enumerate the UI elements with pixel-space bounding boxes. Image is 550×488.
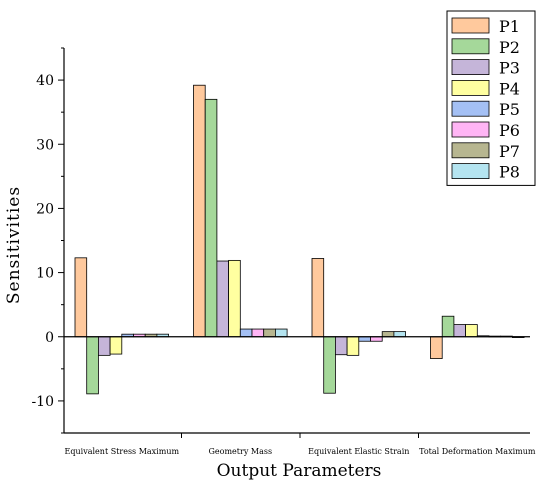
y-tick-label: 0 <box>45 330 54 346</box>
legend-label-p1: P1 <box>499 17 520 36</box>
legend-box <box>446 10 536 186</box>
bar-p4-2 <box>346 336 360 356</box>
legend-label-p6: P6 <box>499 121 520 140</box>
labels-layer: Equivalent Stress Maximum Geometry Mass Eq… <box>31 73 535 456</box>
legend-swatch-p7 <box>451 142 490 159</box>
legend-swatch-p8 <box>451 163 490 180</box>
bar-p1-0 <box>74 257 88 338</box>
y-tick-label: 20 <box>36 201 54 217</box>
bar-p1-3 <box>430 336 443 359</box>
bar-p8-1 <box>274 328 288 338</box>
legend-swatch-p6 <box>451 121 490 138</box>
y-tick-label: 30 <box>36 137 54 153</box>
legend-swatch-p4 <box>451 80 490 96</box>
y-tick-label: 40 <box>36 73 54 89</box>
x-axis-title: Output Parameters <box>217 461 382 481</box>
legend-label-p7: P7 <box>499 142 520 161</box>
legend-label-p2: P2 <box>499 38 520 57</box>
bar-p7-2 <box>381 331 395 338</box>
legend-swatch-p3 <box>451 59 490 75</box>
legend-swatch-p2 <box>451 38 490 55</box>
bar-p7-1 <box>263 328 276 338</box>
y-tick-label: 10 <box>36 266 54 282</box>
bar-p8-2 <box>393 331 406 338</box>
bar-p6-2 <box>370 336 383 342</box>
x-tick-label: Equivalent Stress Maximum <box>65 447 180 456</box>
bar-p1-2 <box>311 258 325 338</box>
bar-p2-3 <box>441 315 455 338</box>
bar-p3-3 <box>453 324 466 338</box>
bar-p3-1 <box>216 260 229 338</box>
bar-p2-0 <box>86 336 99 395</box>
bar-p5-1 <box>239 328 253 338</box>
bar-p2-2 <box>323 336 336 394</box>
legend-swatch-p1 <box>451 17 490 34</box>
bar-p1-1 <box>193 84 206 338</box>
legend-label-p3: P3 <box>499 59 520 78</box>
bar-p5-2 <box>358 336 371 342</box>
legend-label-p4: P4 <box>499 79 520 98</box>
bar-p4-3 <box>465 324 478 338</box>
x-tick-label: Total Deformation Maximum <box>419 447 536 456</box>
y-axis-title: Sensitivities <box>4 186 24 304</box>
bar-p4-0 <box>109 336 123 355</box>
bar-p3-0 <box>98 336 111 356</box>
legend-swatch-p5 <box>451 100 490 117</box>
legend-label-p5: P5 <box>499 100 520 119</box>
y-tick-label: -10 <box>31 394 54 410</box>
legend-label-p8: P8 <box>499 163 520 182</box>
bar-p4-1 <box>228 259 241 338</box>
bar-p2-1 <box>204 98 218 338</box>
bar-p6-1 <box>251 328 265 338</box>
bars-layer <box>74 84 525 395</box>
axes-layer <box>58 47 530 438</box>
bar-p3-2 <box>334 336 348 356</box>
x-tick-label: Equivalent Elastic Strain <box>308 447 409 456</box>
x-tick-label: Geometry Mass <box>209 447 273 456</box>
